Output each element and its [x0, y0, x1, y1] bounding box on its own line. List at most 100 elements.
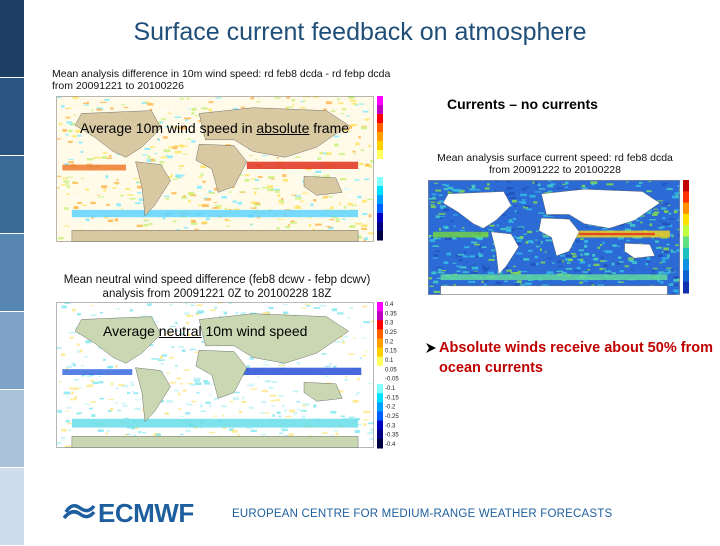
field-cell — [660, 281, 664, 283]
field-cell — [241, 191, 244, 193]
field-cell — [313, 307, 320, 309]
field-cell — [438, 269, 441, 272]
field-cell — [468, 281, 475, 283]
field-cell — [667, 188, 673, 190]
field-cell — [580, 261, 585, 263]
field-cell — [447, 253, 451, 256]
field-cell — [514, 205, 517, 206]
field-cell — [430, 239, 436, 242]
field-cell — [232, 307, 239, 309]
field-cell — [363, 111, 369, 113]
field-cell — [495, 181, 498, 182]
colorbar-label: 0.1 — [385, 358, 394, 364]
field-cell — [520, 194, 527, 196]
field-cell — [434, 183, 438, 184]
colorbar-swatch — [377, 421, 383, 431]
field-cell — [251, 208, 257, 209]
map-image — [56, 96, 374, 242]
field-cell — [541, 262, 546, 264]
field-cell — [147, 303, 152, 305]
field-cell — [636, 220, 639, 221]
field-cell — [511, 229, 514, 232]
field-cell — [215, 205, 222, 207]
field-cell — [331, 375, 335, 377]
field-cell — [190, 305, 194, 306]
field-cell — [75, 110, 79, 112]
continent — [441, 286, 668, 295]
field-cell — [513, 218, 516, 220]
field-cell — [169, 357, 174, 359]
field-cell — [352, 103, 358, 105]
field-cell — [179, 165, 184, 167]
colorbar-swatch — [377, 393, 383, 403]
field-cell — [432, 245, 438, 247]
field-cell — [147, 156, 150, 159]
caption-emphasis: neutral — [159, 323, 202, 339]
field-cell — [178, 346, 183, 348]
field-cell — [428, 235, 432, 236]
field-cell — [72, 182, 78, 184]
field-cell — [603, 264, 607, 267]
colorbar-label: 0.35 — [385, 311, 397, 317]
field-cell — [364, 379, 366, 381]
field-cell — [344, 206, 347, 209]
field-cell — [188, 200, 191, 203]
colorbar-label: -0.4 — [385, 442, 396, 448]
field-cell — [556, 271, 563, 272]
field-cell — [209, 432, 215, 433]
field-cell — [98, 429, 104, 432]
field-cell — [137, 186, 142, 189]
field-cell — [355, 142, 360, 145]
field-cell — [245, 174, 249, 176]
field-cell — [437, 267, 443, 268]
field-cell — [664, 210, 668, 213]
field-cell — [84, 105, 89, 106]
field-cell — [228, 191, 232, 192]
field-cell — [149, 223, 153, 225]
field-cell — [258, 185, 260, 188]
field-cell — [652, 270, 654, 273]
field-cell — [310, 203, 313, 206]
field-cell — [241, 107, 245, 109]
field-cell — [123, 405, 128, 407]
field-cell — [277, 157, 279, 159]
field-cell — [272, 381, 277, 383]
field-cell — [325, 366, 331, 367]
field-cell — [574, 270, 580, 272]
field-cell — [298, 174, 303, 176]
field-cell — [65, 134, 68, 136]
field-cell — [164, 349, 171, 351]
field-cell — [485, 187, 490, 189]
field-cell — [68, 161, 73, 163]
field-cell — [361, 382, 365, 384]
field-cell — [339, 203, 341, 205]
field-cell — [67, 193, 69, 195]
field-cell — [583, 280, 588, 281]
field-cell — [669, 283, 673, 284]
field-cell — [273, 375, 277, 378]
field-cell — [245, 179, 250, 182]
field-cell — [194, 377, 201, 380]
field-cell — [289, 388, 295, 389]
field-cell — [306, 305, 310, 307]
field-cell — [508, 272, 510, 274]
field-cell — [469, 255, 475, 257]
field-cell — [359, 163, 364, 165]
field-cell — [171, 343, 175, 345]
field-cell — [471, 242, 477, 244]
field-cell — [131, 192, 135, 193]
field-cell — [317, 315, 322, 316]
field-cell — [333, 366, 336, 368]
field-cell — [671, 249, 673, 252]
field-cell — [630, 224, 636, 227]
field-cell — [270, 395, 277, 397]
field-cell — [535, 191, 542, 192]
field-cell — [628, 257, 634, 260]
field-cell — [585, 253, 590, 256]
field-cell — [280, 386, 285, 388]
field-cell — [63, 180, 69, 182]
field-cell — [592, 254, 595, 257]
field-cell — [262, 155, 267, 156]
field-cell — [295, 156, 301, 157]
field-cell — [210, 309, 216, 311]
